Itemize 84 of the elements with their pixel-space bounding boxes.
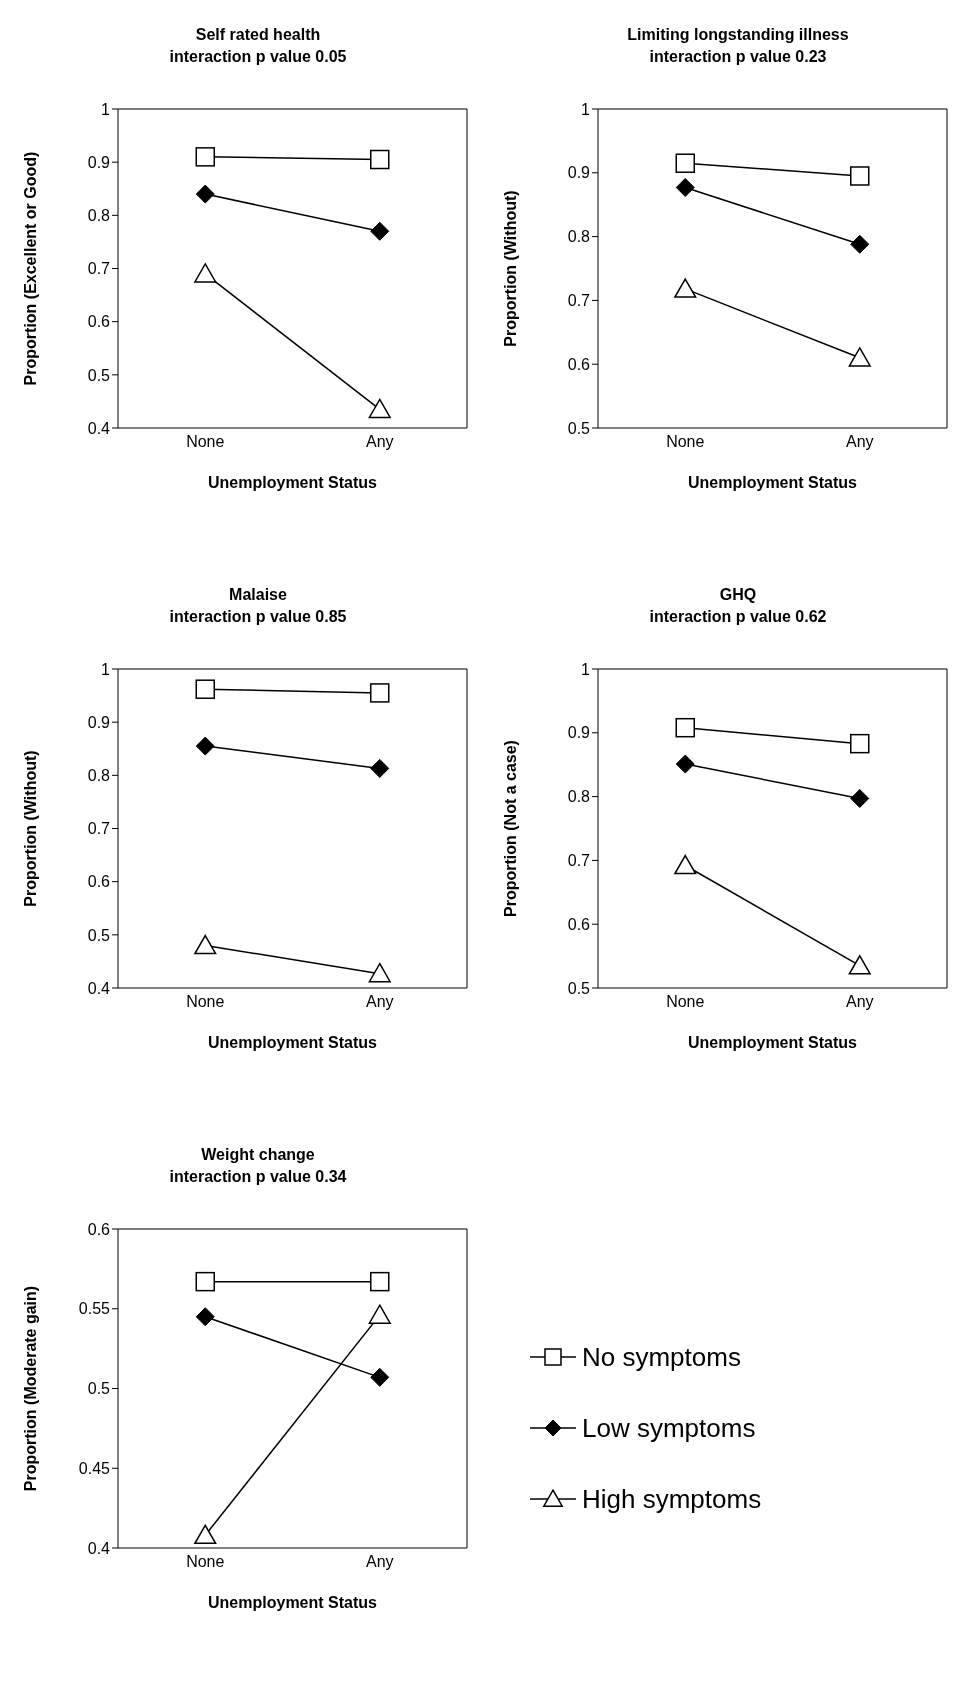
legend-label: High symptoms — [582, 1483, 762, 1515]
chart-title: Self rated health — [194, 25, 322, 45]
point — [675, 153, 695, 173]
y-tick-label: 0.55 — [78, 1300, 111, 1318]
chart-subtitle: interaction p value 0.05 — [168, 47, 348, 67]
chart-subtitle: interaction p value 0.85 — [168, 607, 348, 627]
point — [850, 733, 870, 754]
y-tick-label: 0.5 — [567, 979, 591, 997]
y-tick-label: 0.7 — [567, 852, 591, 870]
y-tick-label: 0.6 — [567, 355, 591, 373]
point — [370, 683, 390, 703]
point — [195, 736, 215, 756]
x-tick-label: None — [186, 433, 225, 451]
chart-title: Malaise — [228, 585, 288, 605]
chart-title: GHQ — [718, 585, 758, 605]
point — [370, 1271, 390, 1292]
y-tick-label: 1 — [581, 660, 591, 678]
y-tick-label: 0.5 — [87, 1380, 111, 1398]
point — [850, 234, 870, 254]
y-axis-title: Proportion (Without) — [21, 750, 39, 907]
y-tick-label: 0.9 — [87, 713, 111, 731]
y-tick-label: 0.6 — [87, 313, 111, 331]
y-axis-title: Proportion (Excellent or Good) — [21, 151, 39, 386]
x-tick-label: None — [666, 433, 705, 451]
chart-subtitle: interaction p value 0.23 — [648, 47, 828, 67]
y-tick-label: 0.5 — [87, 926, 111, 944]
point — [370, 1367, 390, 1387]
y-tick-label: 0.8 — [87, 767, 111, 785]
y-tick-label: 1 — [581, 100, 591, 118]
x-tick-label: Any — [845, 993, 874, 1011]
point — [195, 679, 215, 699]
x-axis-title: Unemployment Status — [208, 1034, 378, 1051]
y-tick-label: 0.8 — [87, 207, 111, 225]
y-tick-label: 0.6 — [87, 873, 111, 891]
x-tick-label: Any — [365, 993, 394, 1011]
point — [195, 1307, 215, 1327]
x-tick-label: None — [186, 1553, 225, 1571]
y-axis-title: Proportion (Without) — [501, 190, 519, 347]
x-axis-title: Unemployment Status — [688, 1034, 858, 1051]
legend-label: No symptoms — [582, 1341, 741, 1373]
x-axis-title: Unemployment Status — [208, 474, 378, 491]
y-axis-title: Proportion (Moderate gain) — [21, 1285, 39, 1492]
y-tick-label: 0.5 — [567, 419, 591, 437]
chart-subtitle: interaction p value 0.62 — [648, 607, 828, 627]
x-axis-title: Unemployment Status — [208, 1594, 378, 1611]
y-tick-label: 1 — [101, 100, 111, 118]
point — [195, 147, 215, 167]
point — [195, 184, 215, 204]
point — [675, 177, 695, 197]
y-tick-label: 0.9 — [87, 153, 111, 171]
x-axis-title: Unemployment Status — [688, 474, 858, 491]
chart-title: Weight change — [200, 1145, 316, 1165]
y-tick-label: 0.8 — [567, 228, 591, 246]
x-tick-label: Any — [365, 433, 394, 451]
x-tick-label: None — [186, 993, 225, 1011]
chart-title: Limiting longstanding illness — [626, 25, 850, 45]
point — [850, 789, 870, 809]
y-tick-label: 0.6 — [567, 915, 591, 933]
point — [850, 166, 870, 186]
x-tick-label: None — [666, 993, 705, 1011]
y-tick-label: 0.5 — [87, 366, 111, 384]
legend-label: Low symptoms — [582, 1412, 756, 1444]
point — [195, 1271, 215, 1292]
point — [370, 758, 390, 778]
y-tick-label: 0.9 — [567, 724, 591, 742]
point — [370, 149, 390, 170]
y-tick-label: 0.6 — [87, 1220, 111, 1238]
point — [675, 754, 695, 774]
x-tick-label: Any — [365, 1553, 394, 1571]
y-tick-label: 0.4 — [87, 419, 111, 437]
y-tick-label: 0.4 — [87, 979, 111, 997]
point — [675, 717, 695, 738]
y-tick-label: 1 — [101, 660, 111, 678]
chart-subtitle: interaction p value 0.34 — [168, 1167, 348, 1187]
point — [370, 221, 390, 241]
y-tick-label: 0.7 — [567, 292, 591, 310]
y-tick-label: 0.45 — [78, 1459, 111, 1477]
y-tick-label: 0.7 — [87, 820, 111, 838]
y-tick-label: 0.7 — [87, 260, 111, 278]
y-tick-label: 0.4 — [87, 1539, 111, 1557]
x-tick-label: Any — [845, 433, 874, 451]
y-tick-label: 0.9 — [567, 164, 591, 182]
y-axis-title: Proportion (Not a case) — [501, 740, 519, 917]
y-tick-label: 0.8 — [567, 788, 591, 806]
